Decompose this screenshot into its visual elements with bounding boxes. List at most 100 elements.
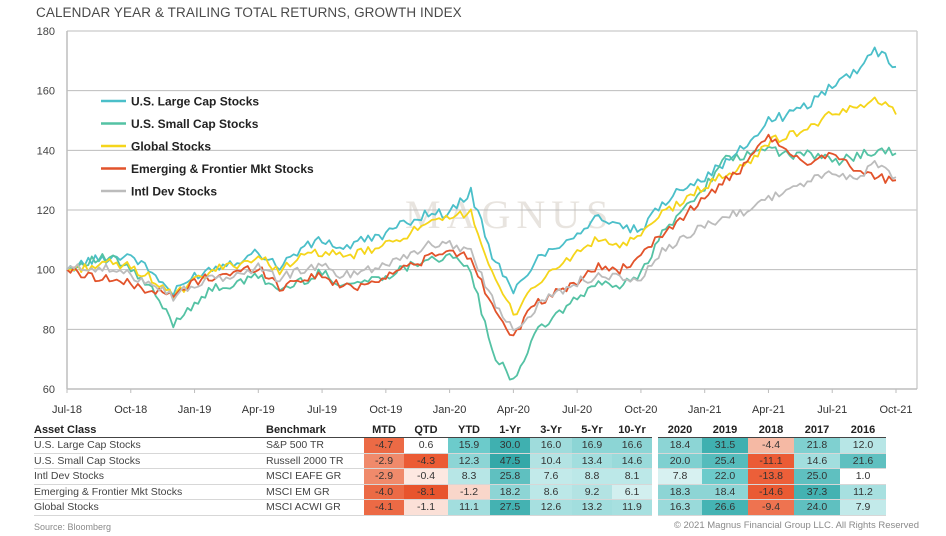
return-cell: 8.8	[572, 468, 612, 485]
axes	[66, 31, 918, 390]
column-header-2019: 2019	[702, 422, 748, 438]
return-cell: -14.6	[748, 484, 794, 500]
return-cell: 16.3	[658, 499, 702, 516]
x-tick-label: Jul-21	[817, 404, 847, 416]
column-header-asset-class: Asset Class	[34, 422, 266, 438]
return-cell: 27.5	[490, 499, 530, 516]
x-tick-label: Jan-19	[178, 404, 212, 416]
return-cell: 14.6	[794, 453, 840, 469]
legend: U.S. Large Cap Stocks U.S. Small Cap Stoc…	[101, 95, 314, 199]
chart-title: CALENDAR YEAR & TRAILING TOTAL RETURNS, …	[36, 5, 462, 20]
table-row: Emerging & Frontier Mkt Stocks MSCI EM GR…	[34, 484, 886, 500]
return-cell: 16.6	[612, 437, 652, 454]
return-cell: 8.3	[448, 468, 490, 485]
grid-lines	[67, 30, 917, 330]
return-cell: 8.6	[530, 484, 572, 500]
return-cell: 25.8	[490, 468, 530, 485]
asset-class-cell: Global Stocks	[34, 499, 266, 516]
table-row: U.S. Large Cap Stocks S&P 500 TR -4.7 0.6 15…	[34, 437, 886, 454]
table-row: Intl Dev Stocks MSCI EAFE GR -2.9 -0.4 8.3 25…	[34, 468, 886, 485]
return-cell: 11.2	[840, 484, 886, 500]
column-gap	[652, 499, 658, 515]
x-axis-ticks: Jul-18 Oct-18 Jan-19 Apr-19 Jul-19 Oct-19 Jan-…	[52, 389, 913, 416]
asset-class-cell: Emerging & Frontier Mkt Stocks	[34, 484, 266, 500]
y-tick-label: 160	[37, 86, 55, 98]
copyright-note: © 2021 Magnus Financial Group LLC. All R…	[673, 520, 919, 531]
return-cell: 18.3	[658, 484, 702, 500]
return-cell: 7.8	[658, 468, 702, 485]
return-cell: 22.0	[702, 468, 748, 485]
return-cell: 12.0	[840, 437, 886, 454]
return-cell: -1.2	[448, 484, 490, 500]
source-note: Source: Bloomberg	[34, 522, 112, 532]
benchmark-cell: S&P 500 TR	[266, 437, 364, 454]
return-cell: 21.6	[840, 453, 886, 469]
return-cell: 25.0	[794, 468, 840, 485]
x-tick-label: Apr-21	[752, 404, 785, 416]
x-tick-label: Jul-19	[307, 404, 337, 416]
asset-class-cell: U.S. Small Cap Stocks	[34, 453, 266, 469]
return-cell: -4.0	[364, 484, 404, 500]
return-cell: 13.2	[572, 499, 612, 516]
column-header-mtd: MTD	[364, 422, 404, 438]
column-gap	[652, 453, 658, 469]
return-cell: 12.3	[448, 453, 490, 469]
column-header-1-yr: 1-Yr	[490, 422, 530, 438]
column-header-10-yr: 10-Yr	[612, 422, 652, 438]
return-cell: -4.7	[364, 437, 404, 454]
column-header-qtd: QTD	[404, 422, 448, 438]
return-cell: -8.1	[404, 484, 448, 500]
return-cell: -4.1	[364, 499, 404, 516]
return-cell: 18.2	[490, 484, 530, 500]
y-tick-label: 180	[37, 26, 55, 38]
return-cell: -2.9	[364, 468, 404, 485]
x-tick-label: Jan-21	[688, 404, 722, 416]
benchmark-cell: Russell 2000 TR	[266, 453, 364, 469]
return-cell: -9.4	[748, 499, 794, 516]
x-tick-label: Oct-20	[624, 404, 657, 416]
return-cell: 21.8	[794, 437, 840, 454]
series-line-intl-dev-stocks	[66, 159, 897, 332]
x-tick-label: Jan-20	[433, 404, 467, 416]
y-tick-label: 60	[43, 384, 55, 396]
return-cell: -1.1	[404, 499, 448, 516]
return-cell: -2.9	[364, 453, 404, 469]
return-cell: -0.4	[404, 468, 448, 485]
benchmark-cell: MSCI EM GR	[266, 484, 364, 500]
return-cell: 8.1	[612, 468, 652, 485]
return-cell: 12.6	[530, 499, 572, 516]
return-cell: 26.6	[702, 499, 748, 516]
y-tick-label: 120	[37, 205, 55, 217]
return-cell: 11.9	[612, 499, 652, 516]
legend-label: Intl Dev Stocks	[131, 185, 217, 199]
watermark-logo: MAGNUS	[405, 192, 614, 237]
column-gap	[652, 468, 658, 484]
return-cell: 1.0	[840, 468, 886, 485]
x-tick-label: Apr-19	[242, 404, 275, 416]
table-row: U.S. Small Cap Stocks Russell 2000 TR -2.9…	[34, 453, 886, 469]
return-cell: -4.3	[404, 453, 448, 469]
return-cell: 13.4	[572, 453, 612, 469]
return-cell: 14.6	[612, 453, 652, 469]
return-cell: 37.3	[794, 484, 840, 500]
return-cell: -11.1	[748, 453, 794, 469]
return-cell: 16.9	[572, 437, 612, 454]
return-cell: 10.4	[530, 453, 572, 469]
column-header-3-yr: 3-Yr	[530, 422, 572, 438]
return-cell: 25.4	[702, 453, 748, 469]
x-tick-label: Apr-20	[497, 404, 530, 416]
return-cell: 18.4	[702, 484, 748, 500]
column-header-5-yr: 5-Yr	[572, 422, 612, 438]
column-header-2017: 2017	[794, 422, 840, 438]
return-cell: 6.1	[612, 484, 652, 500]
column-gap	[652, 437, 658, 453]
legend-label: U.S. Small Cap Stocks	[131, 117, 259, 131]
series-line-emerging-frontier-mkt-stocks	[66, 133, 897, 337]
x-tick-label: Oct-21	[879, 404, 912, 416]
return-cell: -4.4	[748, 437, 794, 454]
column-header-benchmark: Benchmark	[266, 422, 364, 438]
return-cell: 20.0	[658, 453, 702, 469]
asset-class-cell: Intl Dev Stocks	[34, 468, 266, 485]
series-lines	[66, 46, 897, 381]
